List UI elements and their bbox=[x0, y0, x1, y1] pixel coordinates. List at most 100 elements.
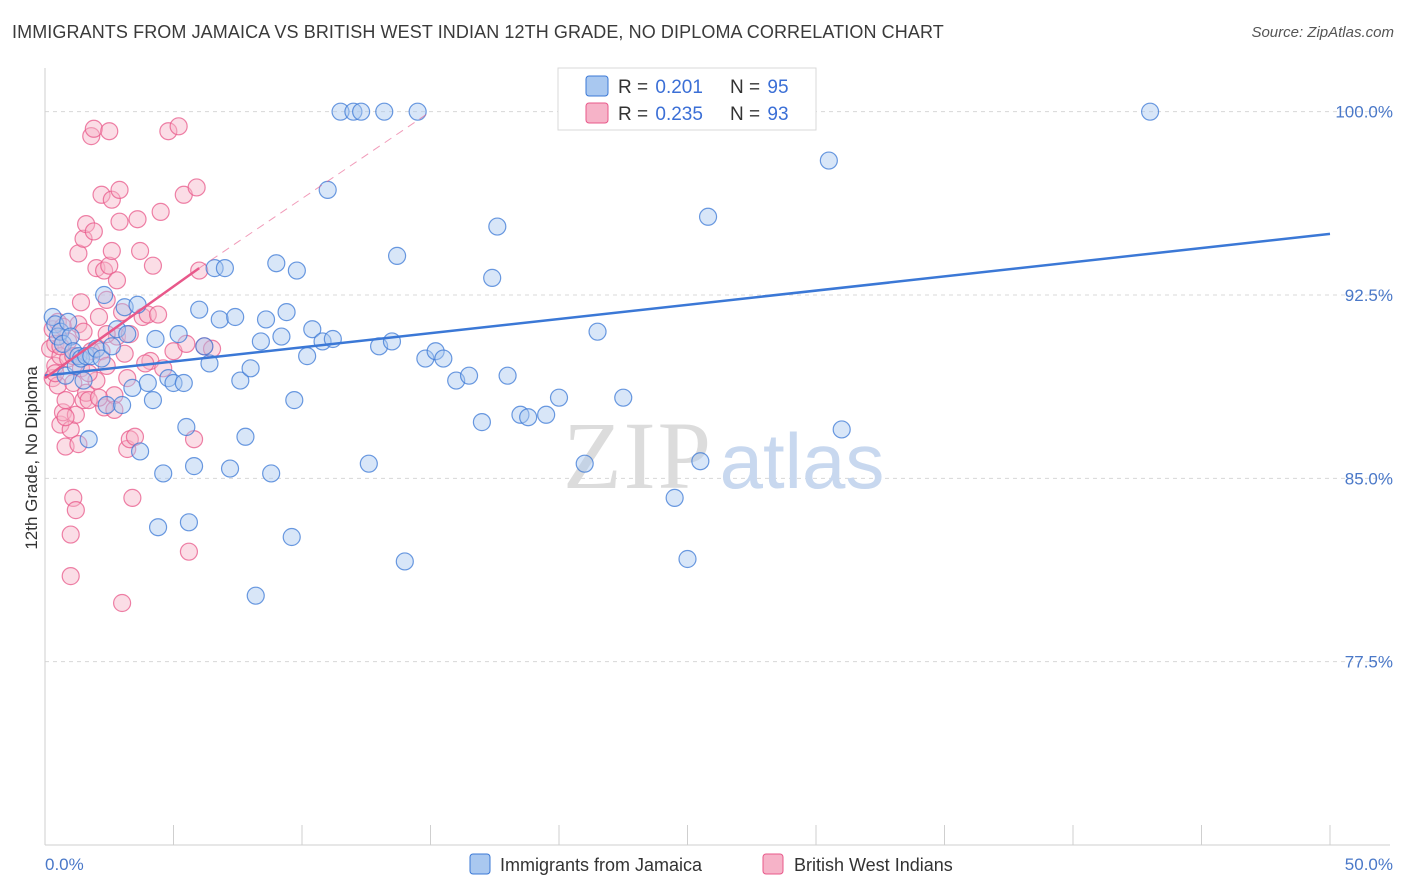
jamaica-point-12 bbox=[74, 371, 93, 390]
watermark-atlas: atlas bbox=[720, 417, 885, 505]
jamaica-point-98 bbox=[832, 420, 851, 439]
bwi-point-49 bbox=[107, 271, 127, 290]
jamaica-point-58 bbox=[282, 527, 301, 547]
y-tick-label-2: 92.5% bbox=[1345, 286, 1393, 305]
legend-box: R = 0.201 N = 95 R = 0.235 N = 93 bbox=[557, 67, 817, 131]
jamaica-point-74 bbox=[395, 552, 414, 571]
legend-r-value-2: 0.235 bbox=[655, 104, 703, 125]
bwi-point-26 bbox=[74, 229, 93, 248]
bwi-point-66 bbox=[143, 256, 163, 275]
gridlines bbox=[45, 111, 1390, 663]
jamaica-point-43 bbox=[205, 259, 224, 278]
bottom-legend: Immigrants from Jamaica British West Ind… bbox=[469, 853, 953, 875]
jamaica-point-29 bbox=[143, 391, 163, 410]
bwi-point-21 bbox=[66, 501, 85, 520]
jamaica-point-78 bbox=[434, 349, 453, 368]
jamaica-point-50 bbox=[241, 359, 260, 378]
bwi-point-16 bbox=[61, 525, 80, 544]
jamaica-point-25 bbox=[123, 378, 142, 397]
jamaica-point-41 bbox=[195, 337, 214, 356]
jamaica-point-32 bbox=[154, 464, 173, 483]
jamaica-point-81 bbox=[472, 413, 491, 432]
jamaica-point-86 bbox=[519, 408, 538, 427]
jamaica-point-82 bbox=[483, 268, 502, 287]
jamaica-point-77 bbox=[426, 342, 445, 361]
jamaica-point-14 bbox=[79, 430, 98, 449]
bwi-point-46 bbox=[102, 190, 121, 209]
bwi-point-51 bbox=[110, 180, 129, 199]
bottom-legend-swatch-blue bbox=[469, 853, 491, 875]
jamaica-point-84 bbox=[498, 366, 517, 385]
jamaica-point-73 bbox=[387, 246, 407, 265]
bwi-point-11 bbox=[56, 391, 75, 410]
jamaica-point-47 bbox=[226, 307, 245, 327]
bwi-point-62 bbox=[130, 241, 150, 261]
trend-line-bwi-extension bbox=[198, 111, 431, 269]
jamaica-point-31 bbox=[148, 518, 168, 537]
bwi-point-71 bbox=[169, 117, 188, 136]
jamaica-point-48 bbox=[231, 371, 250, 390]
jamaica-point-34 bbox=[164, 373, 183, 393]
jamaica-point-89 bbox=[575, 454, 594, 473]
bwi-point-53 bbox=[112, 303, 132, 322]
axes bbox=[44, 68, 1390, 846]
jamaica-point-6 bbox=[59, 312, 78, 331]
bwi-point-52 bbox=[110, 212, 129, 231]
jamaica-point-76 bbox=[416, 349, 435, 368]
jamaica-point-93 bbox=[678, 549, 697, 569]
bwi-point-28 bbox=[77, 215, 96, 234]
jamaica-point-37 bbox=[177, 417, 196, 437]
jamaica-point-17 bbox=[92, 349, 111, 368]
jamaica-point-66 bbox=[331, 102, 350, 121]
jamaica-point-87 bbox=[537, 405, 556, 424]
bwi-point-33 bbox=[84, 119, 103, 138]
x-tick-label-1: 50.0% bbox=[1345, 855, 1393, 874]
bwi-point-59 bbox=[123, 488, 142, 507]
bwi-point-54 bbox=[112, 593, 132, 613]
jamaica-point-71 bbox=[375, 102, 394, 121]
legend-n-label-2: N = bbox=[730, 104, 765, 125]
bwi-point-40 bbox=[95, 261, 114, 280]
bwi-point-76 bbox=[187, 178, 206, 197]
x-tick-label-0: 0.0% bbox=[45, 855, 84, 874]
jamaica-point-88 bbox=[549, 388, 569, 407]
y-axis-label: 12th Grade, No Diploma bbox=[22, 366, 41, 550]
bottom-legend-label-jamaica: Immigrants from Jamaica bbox=[500, 855, 703, 875]
y-tick-labels: 77.5% 85.0% 92.5% 100.0% bbox=[1335, 103, 1393, 672]
jamaica-point-64 bbox=[318, 180, 337, 199]
legend-swatch-pink bbox=[585, 102, 609, 124]
bwi-point-48 bbox=[105, 386, 124, 405]
jamaica-point-53 bbox=[256, 310, 276, 329]
x-tick-labels: 0.0% 50.0% bbox=[45, 855, 1393, 874]
trend-line-jamaica bbox=[44, 232, 1331, 377]
jamaica-point-80 bbox=[459, 366, 479, 385]
jamaica-point-38 bbox=[179, 513, 199, 532]
jamaica-point-24 bbox=[118, 325, 137, 344]
bwi-point-87 bbox=[89, 388, 109, 407]
jamaica-point-30 bbox=[146, 329, 165, 349]
bwi-point-92 bbox=[148, 305, 168, 324]
jamaica-point-18 bbox=[95, 285, 114, 305]
jamaica-point-67 bbox=[344, 102, 363, 121]
jamaica-point-35 bbox=[169, 325, 188, 344]
bwi-point-31 bbox=[82, 127, 101, 146]
legend-swatch-blue bbox=[585, 75, 609, 97]
bwi-point-67 bbox=[151, 202, 170, 221]
jamaica-point-44 bbox=[210, 310, 229, 329]
jamaica-point-83 bbox=[488, 217, 507, 236]
jamaica-point-28 bbox=[138, 373, 157, 393]
source-credit: Source: ZipAtlas.com bbox=[1251, 24, 1394, 41]
bwi-point-44 bbox=[100, 256, 119, 275]
bwi-point-69 bbox=[159, 122, 178, 141]
jamaica-point-90 bbox=[588, 322, 607, 341]
jamaica-point-57 bbox=[277, 303, 296, 322]
jamaica-point-68 bbox=[352, 102, 371, 121]
jamaica-point-97 bbox=[819, 151, 838, 170]
legend-n-label-1: N = bbox=[730, 77, 765, 98]
trend-line-bwi bbox=[44, 267, 200, 380]
y-tick-label-3: 100.0% bbox=[1335, 103, 1393, 122]
jamaica-point-59 bbox=[285, 391, 304, 410]
jamaica-point-49 bbox=[236, 427, 255, 446]
jamaica-point-46 bbox=[220, 459, 240, 478]
